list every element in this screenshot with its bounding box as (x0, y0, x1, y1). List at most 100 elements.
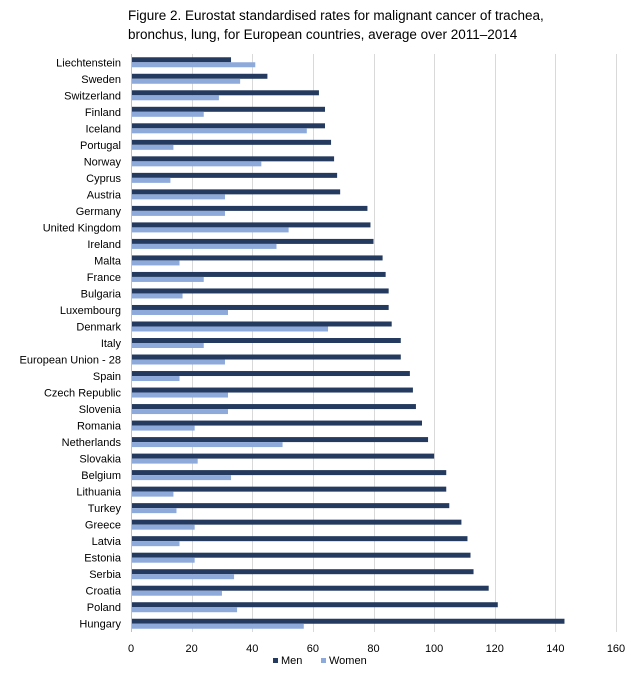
x-tick-label-100: 100 (425, 643, 443, 655)
category-label-poland: Poland (87, 602, 121, 614)
category-label-cyprus: Cyprus (86, 173, 121, 185)
bar-men-portugal (132, 139, 332, 145)
bar-women-romania (132, 425, 195, 431)
bar-men-iceland (132, 123, 325, 129)
x-tick-label-80: 80 (367, 643, 379, 655)
bar-women-turkey (132, 508, 177, 514)
category-label-netherlands: Netherlands (62, 437, 122, 449)
legend-swatch-men (273, 658, 278, 663)
category-label-hungary: Hungary (79, 619, 121, 631)
bar-men-lithuania (132, 486, 447, 492)
bar-women-bulgaria (132, 293, 183, 299)
category-label-france: France (87, 272, 121, 284)
bar-women-lithuania (132, 491, 174, 497)
bar-men-italy (132, 338, 401, 343)
bar-women-ireland (132, 243, 277, 249)
chart-title-line-1: Figure 2. Eurostat standardised rates fo… (128, 8, 544, 23)
category-label-greece: Greece (85, 520, 121, 532)
bar-men-slovakia (132, 453, 435, 459)
category-label-turkey: Turkey (88, 503, 122, 515)
bar-women-greece (132, 524, 195, 530)
category-label-estonia: Estonia (84, 553, 122, 565)
x-tick-label-40: 40 (246, 643, 258, 655)
legend-swatch-women (321, 658, 326, 663)
bar-women-estonia (132, 557, 195, 563)
category-label-european-union-28: European Union - 28 (19, 355, 121, 367)
bar-women-slovenia (132, 409, 228, 415)
category-label-spain: Spain (93, 371, 121, 383)
category-label-liechtenstein: Liechtenstein (56, 57, 121, 69)
category-label-denmark: Denmark (76, 321, 121, 333)
bar-men-liechtenstein (132, 57, 232, 63)
bar-men-netherlands (132, 437, 429, 443)
bar-women-switzerland (132, 95, 219, 101)
bar-men-latvia (132, 536, 468, 542)
bar-men-slovenia (132, 404, 416, 410)
bar-women-hungary (132, 623, 304, 629)
bar-men-czech-republic (132, 387, 413, 393)
category-label-malta: Malta (94, 255, 122, 267)
bar-women-italy (132, 343, 204, 348)
category-label-austria: Austria (87, 189, 122, 201)
category-label-latvia: Latvia (92, 536, 122, 548)
bar-women-portugal (132, 144, 174, 150)
bar-men-hungary (132, 618, 565, 624)
bar-women-finland (132, 111, 204, 117)
bar-women-malta (132, 260, 180, 266)
x-tick-label-140: 140 (546, 643, 564, 655)
category-label-iceland: Iceland (86, 123, 121, 135)
x-tick-label-160: 160 (607, 643, 625, 655)
bar-women-czech-republic (132, 392, 228, 398)
category-label-czech-republic: Czech Republic (44, 388, 122, 400)
bar-men-romania (132, 420, 422, 426)
bar-men-france (132, 271, 386, 277)
bar-women-france (132, 276, 204, 282)
bar-women-denmark (132, 326, 329, 332)
category-label-bulgaria: Bulgaria (81, 288, 122, 300)
category-label-serbia: Serbia (89, 569, 122, 581)
bar-men-greece (132, 519, 462, 525)
bar-men-serbia (132, 569, 474, 575)
bar-men-estonia (132, 552, 471, 558)
bar-men-poland (132, 602, 498, 608)
category-label-germany: Germany (76, 206, 122, 218)
category-label-lithuania: Lithuania (76, 487, 122, 499)
bar-men-cyprus (132, 172, 338, 178)
bar-men-bulgaria (132, 288, 389, 294)
category-label-finland: Finland (85, 107, 121, 119)
x-tick-labels: 0 20 40 60 80 100 120 140 160 (128, 643, 625, 655)
bar-women-austria (132, 194, 225, 200)
category-label-ireland: Ireland (87, 239, 121, 251)
category-label-sweden: Sweden (81, 74, 121, 86)
bar-men-luxembourg (132, 304, 389, 310)
bar-men-austria (132, 189, 341, 195)
bar-men-norway (132, 156, 335, 162)
bar-women-norway (132, 161, 262, 167)
bar-men-united-kingdom (132, 222, 371, 228)
bar-women-croatia (132, 590, 222, 596)
bar-men-finland (132, 106, 325, 112)
bar-women-latvia (132, 541, 180, 547)
category-label-italy: Italy (101, 338, 122, 350)
x-tick-label-120: 120 (486, 643, 504, 655)
bar-men-germany (132, 205, 368, 211)
bar-men-denmark (132, 321, 392, 327)
bar-men-european-union-28 (132, 354, 401, 360)
bar-men-switzerland (132, 90, 319, 96)
category-label-united-kingdom: United Kingdom (43, 222, 121, 234)
chart-title: Figure 2. Eurostat standardised rates fo… (128, 6, 628, 44)
bar-women-slovakia (132, 458, 198, 464)
bar-women-european-union-28 (132, 359, 225, 365)
category-label-portugal: Portugal (80, 140, 121, 152)
x-tick-label-20: 20 (186, 643, 198, 655)
bar-men-sweden (132, 73, 268, 79)
category-label-switzerland: Switzerland (64, 90, 121, 102)
bar-men-ireland (132, 238, 374, 244)
bar-women-germany (132, 210, 225, 216)
bar-men-belgium (132, 470, 447, 476)
category-labels: Liechtenstein Sweden Switzerland Finland Ice… (19, 57, 121, 630)
bar-women-netherlands (132, 442, 283, 448)
category-label-slovenia: Slovenia (79, 404, 122, 416)
bar-women-iceland (132, 128, 307, 134)
